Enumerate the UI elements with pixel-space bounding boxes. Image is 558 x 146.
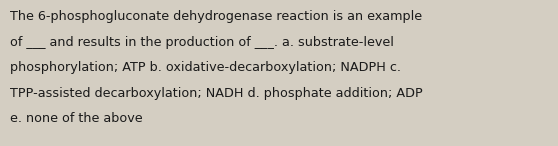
Text: of ___ and results in the production of ___. a. substrate-level: of ___ and results in the production of … <box>10 36 394 49</box>
Text: phosphorylation; ATP b. oxidative-decarboxylation; NADPH c.: phosphorylation; ATP b. oxidative-decarb… <box>10 61 401 74</box>
Text: TPP-assisted decarboxylation; NADH d. phosphate addition; ADP: TPP-assisted decarboxylation; NADH d. ph… <box>10 87 423 100</box>
Text: e. none of the above: e. none of the above <box>10 112 143 125</box>
Text: The 6-phosphogluconate dehydrogenase reaction is an example: The 6-phosphogluconate dehydrogenase rea… <box>10 10 422 23</box>
